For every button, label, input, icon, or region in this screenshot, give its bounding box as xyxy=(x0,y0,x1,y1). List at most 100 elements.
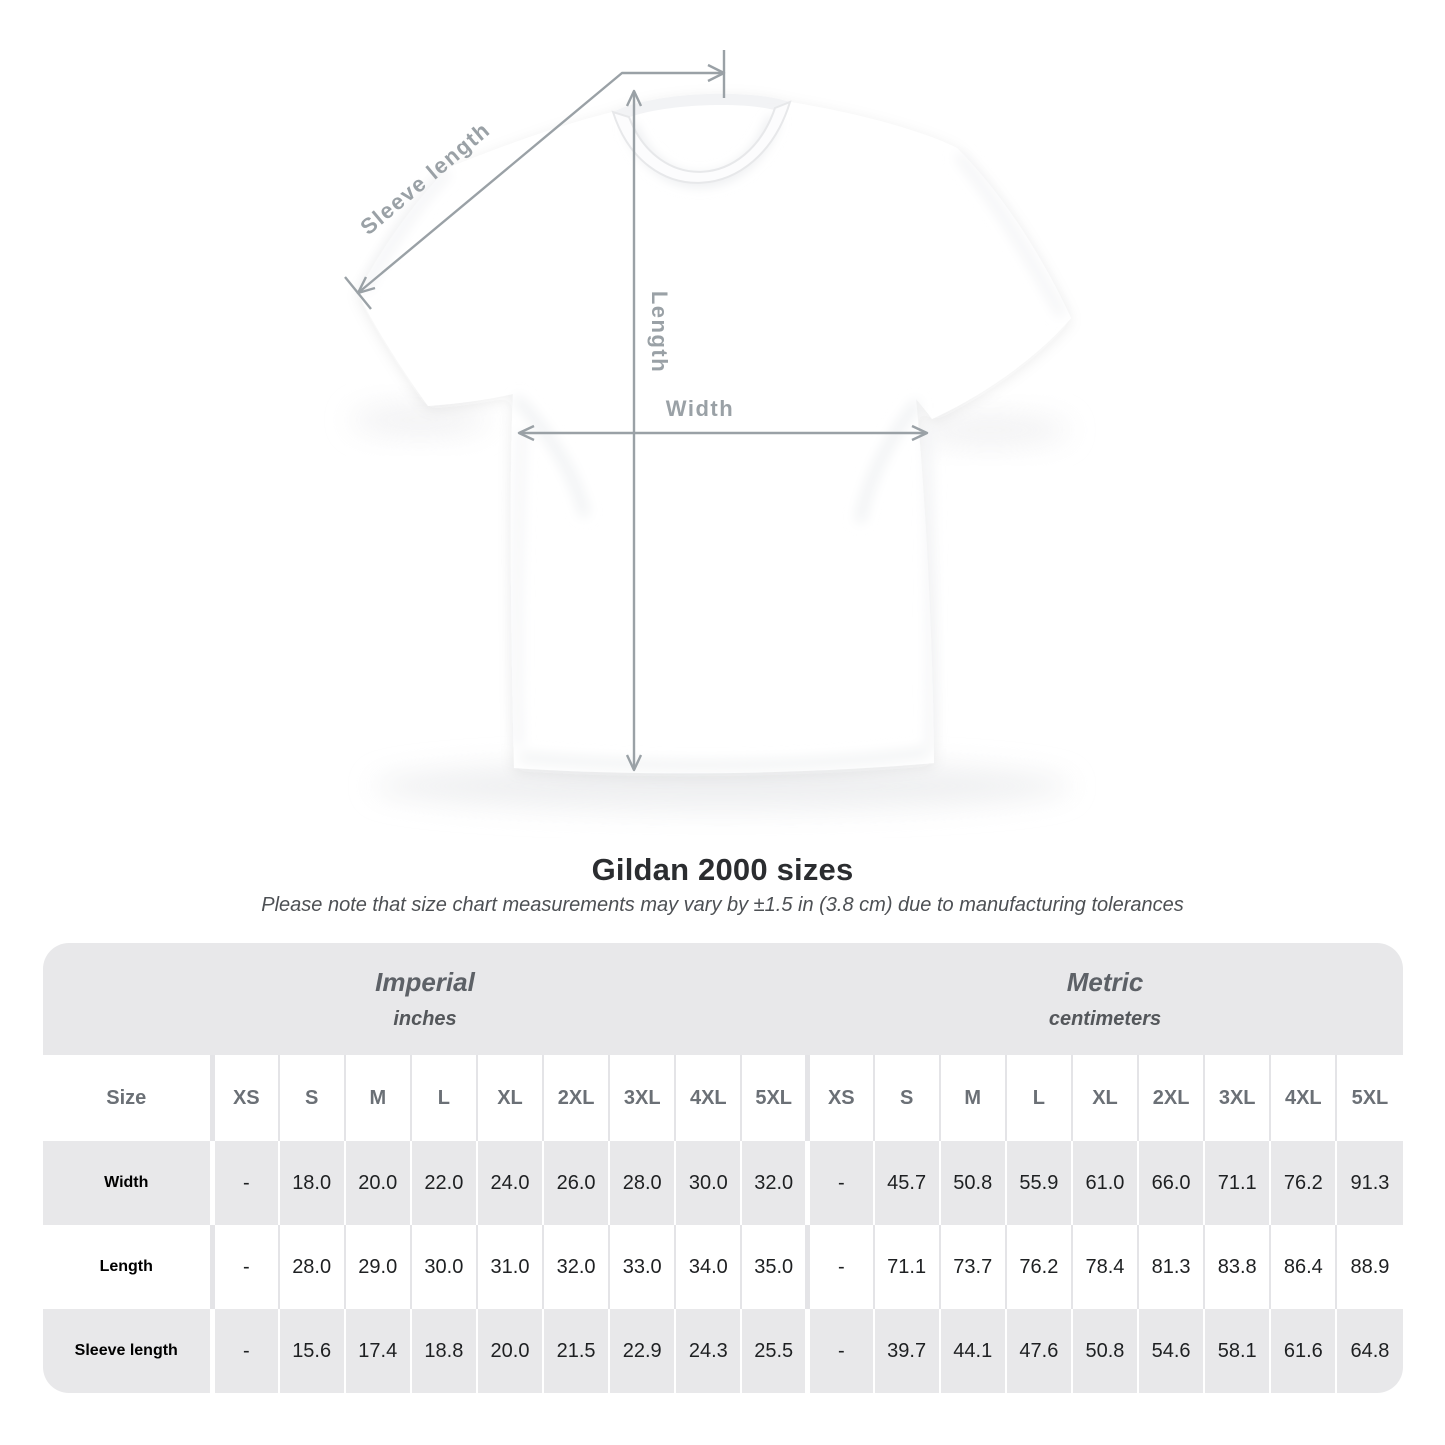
unit-group-imperial: Imperial inches xyxy=(42,943,808,1055)
value-cell: 50.8 xyxy=(938,1141,1006,1225)
value-cell: 50.8 xyxy=(1070,1309,1139,1393)
tolerance-note: Please note that size chart measurements… xyxy=(261,894,1184,916)
value-cell: 24.3 xyxy=(674,1309,742,1393)
size-header-m: M xyxy=(343,1055,411,1141)
unit-group-label: Imperial xyxy=(375,967,475,997)
size-header-4xl: 4XL xyxy=(1269,1055,1337,1141)
size-header-l: L xyxy=(1004,1055,1072,1141)
value-cell: 64.8 xyxy=(1335,1309,1403,1393)
size-header-3xl: 3XL xyxy=(608,1055,676,1141)
size-header-s: S xyxy=(872,1055,940,1141)
value-cell: 71.1 xyxy=(872,1225,940,1309)
value-cell: 20.0 xyxy=(475,1309,544,1393)
row-label: Width xyxy=(104,1174,149,1191)
value-cell: 55.9 xyxy=(1004,1141,1072,1225)
size-table: Imperial inches Metric centimeters Size XS S M L… xyxy=(42,943,1403,1393)
value-cell: 35.0 xyxy=(740,1225,808,1309)
row-label: Length xyxy=(99,1258,153,1275)
size-table-grid: Imperial inches Metric centimeters Size XS S M L… xyxy=(42,943,1403,1393)
measurement-lines xyxy=(344,50,929,772)
size-header-4xl: 4XL xyxy=(674,1055,742,1141)
value-cell: 32.0 xyxy=(740,1141,808,1225)
unit-group-row: Imperial inches Metric centimeters xyxy=(42,943,1403,1055)
value-cell: 81.3 xyxy=(1137,1225,1205,1309)
size-column-header: Size xyxy=(106,1086,147,1109)
size-header-xl: XL xyxy=(1070,1055,1139,1141)
unit-group-metric: Metric centimeters xyxy=(807,943,1403,1055)
value-cell: 39.7 xyxy=(872,1309,940,1393)
value-cell: 71.1 xyxy=(1203,1141,1271,1225)
tshirt-diagram: Sleeve length Length Width xyxy=(344,50,1072,810)
value-cell: 32.0 xyxy=(542,1225,610,1309)
value-cell: 47.6 xyxy=(1004,1309,1072,1393)
unit-group-sublabel: inches xyxy=(393,1008,457,1030)
length-arrow xyxy=(625,89,643,772)
tshirt-diagram-svg: Sleeve length Length Width xyxy=(344,50,1072,810)
value-cell: 28.0 xyxy=(277,1225,345,1309)
value-cell: 21.5 xyxy=(542,1309,610,1393)
value-cell: 22.0 xyxy=(409,1141,477,1225)
value-cell: 54.6 xyxy=(1137,1309,1205,1393)
value-cell: 30.0 xyxy=(674,1141,742,1225)
length-label: Length xyxy=(647,291,672,373)
value-cell: 29.0 xyxy=(343,1225,411,1309)
value-cell: 33.0 xyxy=(608,1225,676,1309)
size-header-xs: XS xyxy=(804,1055,874,1141)
value-cell: 28.0 xyxy=(608,1141,676,1225)
value-cell: 26.0 xyxy=(542,1141,610,1225)
sleeve-length-arrow xyxy=(344,50,726,310)
size-header-5xl: 5XL xyxy=(1335,1055,1403,1141)
size-header-2xl: 2XL xyxy=(1137,1055,1205,1141)
value-cell: 24.0 xyxy=(475,1141,544,1225)
tshirt-back-collar xyxy=(613,93,790,120)
value-cell: 78.4 xyxy=(1070,1225,1139,1309)
value-cell: - xyxy=(209,1309,279,1393)
value-cell: - xyxy=(804,1141,874,1225)
size-header-2xl: 2XL xyxy=(542,1055,610,1141)
value-cell: 34.0 xyxy=(674,1225,742,1309)
page-title: Gildan 2000 sizes xyxy=(591,852,854,887)
value-cell: 73.7 xyxy=(938,1225,1006,1309)
value-cell: 18.0 xyxy=(277,1141,345,1225)
value-cell: 18.8 xyxy=(409,1309,477,1393)
value-cell: 15.6 xyxy=(277,1309,345,1393)
size-header-3xl: 3XL xyxy=(1203,1055,1271,1141)
value-cell: 30.0 xyxy=(409,1225,477,1309)
value-cell: 88.9 xyxy=(1335,1225,1403,1309)
width-label: Width xyxy=(666,396,734,421)
unit-group-label: Metric xyxy=(1066,967,1144,997)
tshirt-shadow xyxy=(350,404,1072,810)
value-cell: 25.5 xyxy=(740,1309,808,1393)
value-cell: - xyxy=(804,1309,874,1393)
size-header-xs: XS xyxy=(209,1055,279,1141)
value-cell: 20.0 xyxy=(343,1141,411,1225)
value-cell: 17.4 xyxy=(343,1309,411,1393)
size-header-s: S xyxy=(277,1055,345,1141)
value-cell: 45.7 xyxy=(872,1141,940,1225)
value-cell: - xyxy=(209,1225,279,1309)
value-cell: 22.9 xyxy=(608,1309,676,1393)
value-cell: 91.3 xyxy=(1335,1141,1403,1225)
measurement-row: Length -28.0 29.0 30.0 31.0 32.0 33.0 34.0 35.0-… xyxy=(42,1225,1403,1309)
value-cell: 61.0 xyxy=(1070,1141,1139,1225)
value-cell: 83.8 xyxy=(1203,1225,1271,1309)
value-cell: 76.2 xyxy=(1269,1141,1337,1225)
size-header-xl: XL xyxy=(475,1055,544,1141)
value-cell: 86.4 xyxy=(1269,1225,1337,1309)
value-cell: - xyxy=(209,1141,279,1225)
unit-group-sublabel: centimeters xyxy=(1048,1008,1162,1030)
size-header-row: Size XS S M L XL 2XL 3XL 4XL 5XL XS S M L XL 2XL 3XL 4XL 5… xyxy=(42,1055,1403,1141)
size-header-l: L xyxy=(409,1055,477,1141)
measurement-row: Sleeve length -15.6 17.4 18.8 20.0 21.5 22.9 24… xyxy=(42,1309,1403,1393)
row-label: Sleeve length xyxy=(74,1342,178,1359)
value-cell: 76.2 xyxy=(1004,1225,1072,1309)
value-cell: 44.1 xyxy=(938,1309,1006,1393)
size-header-m: M xyxy=(938,1055,1006,1141)
value-cell: 58.1 xyxy=(1203,1309,1271,1393)
width-arrow xyxy=(517,424,929,442)
tshirt-shading xyxy=(360,152,1066,770)
value-cell: 31.0 xyxy=(475,1225,544,1309)
value-cell: 66.0 xyxy=(1137,1141,1205,1225)
size-header-5xl: 5XL xyxy=(740,1055,808,1141)
